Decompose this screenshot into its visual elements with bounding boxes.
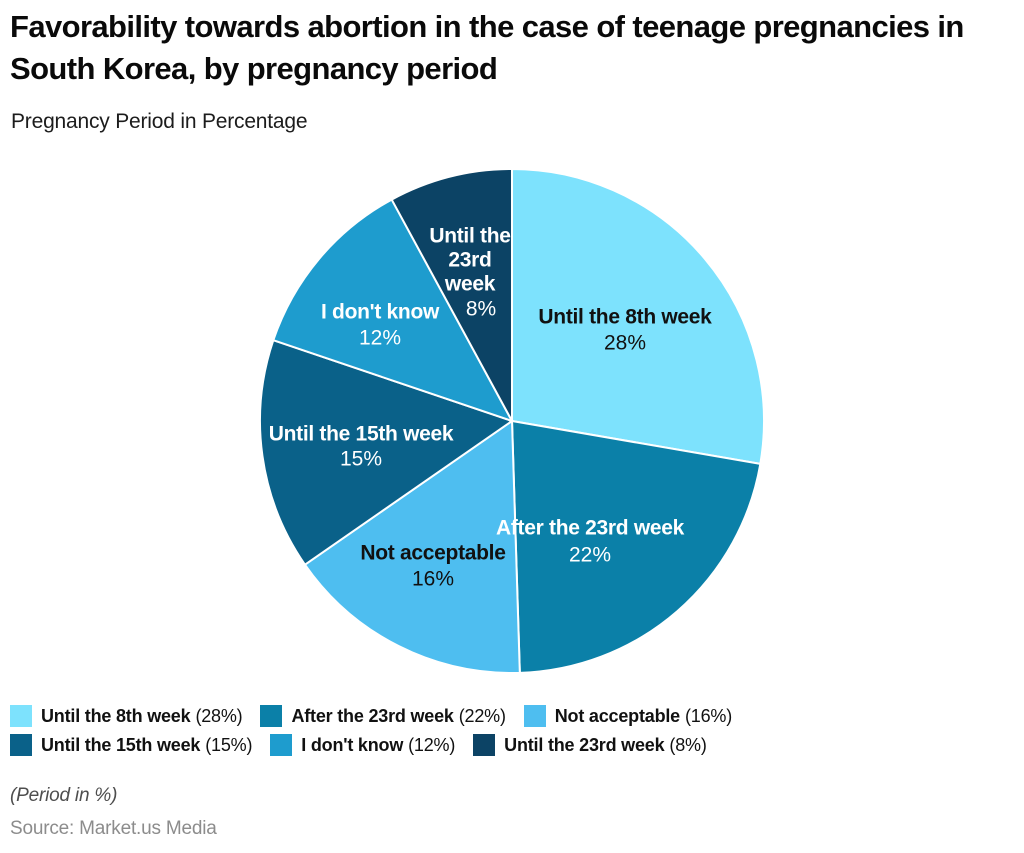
legend-item: After the 23rd week (22%)	[260, 705, 506, 727]
chart-subtitle: Pregnancy Period in Percentage	[11, 110, 308, 133]
legend-swatch	[473, 734, 496, 756]
legend-item-label: Until the 15th week	[41, 734, 201, 755]
slice-percentage: 8%	[466, 298, 496, 321]
legend-item-percentage: (12%)	[408, 734, 456, 755]
legend-row: Until the 15th week (15%) I don't know (12…	[10, 734, 1014, 756]
pie-slice-not-acceptable	[303, 420, 521, 674]
legend-item: I don't know (12%)	[270, 734, 455, 756]
legend: Until the 8th week (28%) After the 23rd w…	[10, 705, 1014, 756]
slice-label: week	[444, 273, 496, 296]
legend-item-label: Until the 8th week	[41, 705, 191, 726]
pie-slice-after-the-23rd-week	[511, 420, 762, 674]
slice-percentage: 28%	[604, 332, 646, 355]
legend-item-label: Not acceptable	[554, 705, 680, 726]
slice-percentage: 16%	[412, 568, 454, 591]
slice-label: Until the 8th week	[538, 306, 712, 329]
slice-percentage: 22%	[569, 544, 611, 567]
chart-title: Favorability towards abortion in the cas…	[10, 9, 964, 86]
pie-slice-until-the-8th-week	[511, 168, 765, 465]
legend-item-percentage: (28%)	[195, 705, 243, 726]
legend-item-percentage: (22%)	[458, 705, 506, 726]
legend-swatch	[10, 734, 32, 756]
legend-item-percentage: (16%)	[684, 705, 732, 726]
legend-swatch	[260, 705, 283, 727]
slice-label: Not acceptable	[360, 542, 505, 565]
pie-slice-until-the-23rd-week	[390, 168, 513, 422]
slice-label: Until the 15th week	[269, 423, 454, 446]
pie-slice-i-don-t-know	[272, 198, 513, 422]
legend-item-label: I don't know	[301, 734, 404, 755]
slice-percentage: 12%	[359, 327, 401, 350]
legend-swatch	[10, 705, 32, 727]
legend-swatch	[523, 705, 546, 727]
legend-item-label: Until the 23rd week	[504, 734, 665, 755]
legend-swatch	[270, 734, 293, 756]
slice-label: Until the	[429, 225, 510, 248]
legend-item: Until the 23rd week (8%)	[473, 734, 707, 756]
legend-item-label: After the 23rd week	[291, 705, 454, 726]
legend-item-percentage: (8%)	[669, 734, 707, 755]
source-credit: Source: Market.us Media	[10, 818, 217, 839]
pie-chart: Until the 8th week 28% After the 23rd week…	[259, 168, 765, 674]
pie-slice-until-the-15th-week	[259, 339, 513, 566]
legend-item-percentage: (15%)	[205, 734, 253, 755]
slice-label: After the 23rd week	[496, 517, 685, 540]
legend-item: Not acceptable (16%)	[523, 705, 732, 727]
slice-label: 23rd	[448, 249, 491, 272]
legend-item: Until the 15th week (15%)	[10, 734, 252, 756]
slice-percentage: 15%	[340, 448, 382, 471]
period-note: (Period in %)	[10, 785, 118, 806]
legend-row: Until the 8th week (28%) After the 23rd w…	[10, 705, 1014, 727]
slice-label: I don't know	[321, 301, 440, 324]
legend-item: Until the 8th week (28%)	[10, 705, 243, 727]
